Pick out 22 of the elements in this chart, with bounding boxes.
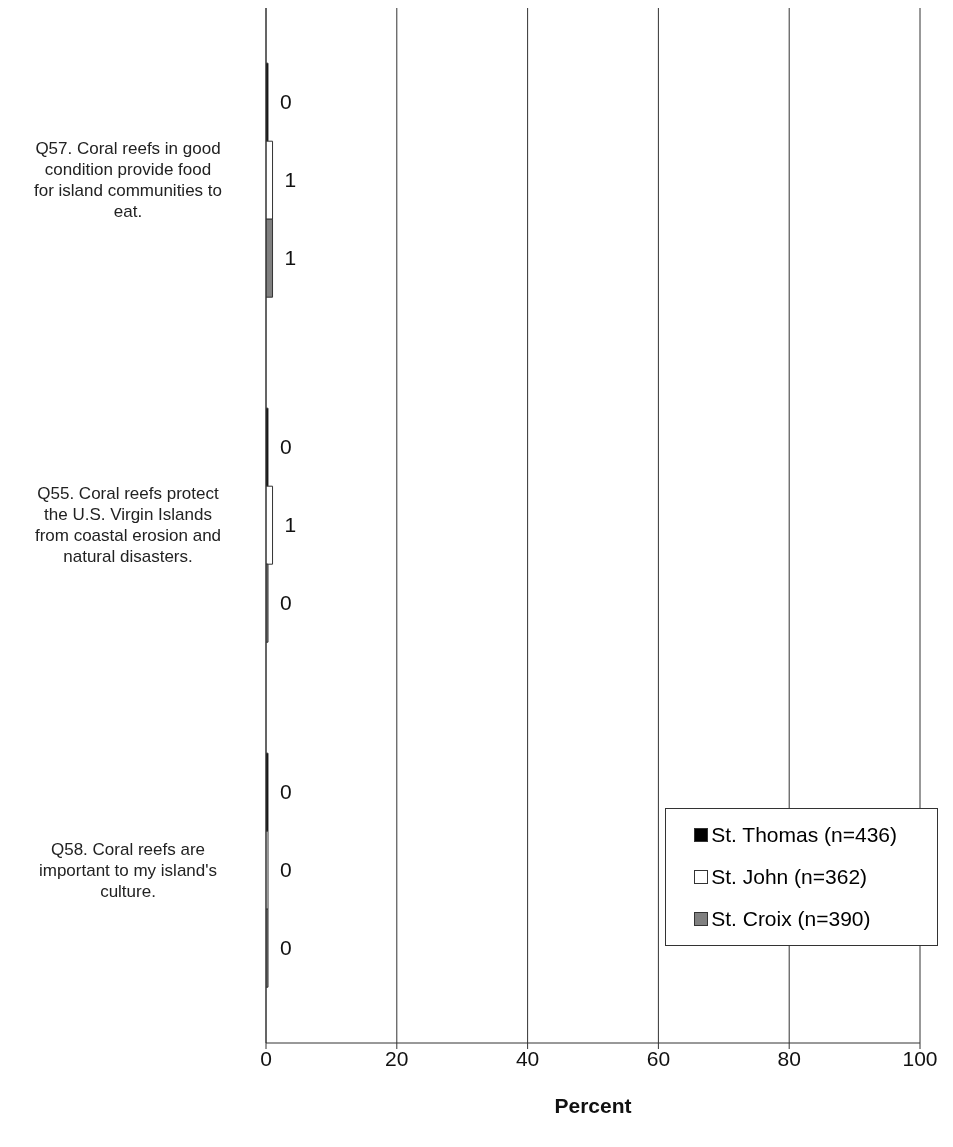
legend-label: St. Croix (n=390) [711,907,871,931]
data-label: 0 [280,780,292,804]
data-label: 1 [284,168,297,192]
y-tick-label: Q55. Coral reefs protect the U.S. Virgin Islands from coastal erosion and natural disasters. [34,484,222,566]
data-label: 0 [280,90,292,114]
y-tick-label: Q57. Coral reefs in good condition provide food for island communities to eat. [33,139,223,221]
legend-label: St. John (n=362) [711,865,868,889]
data-label: 1 [284,246,297,270]
legend-label: St. Thomas (n=436) [711,823,897,847]
x-tick-label: 40 [515,1046,540,1070]
data-label: 0 [280,858,292,882]
x-tick-label: 0 [260,1046,272,1070]
x-axis-title: Percent [554,1094,632,1117]
x-tick-label: 100 [902,1046,938,1070]
x-tick-label: 80 [777,1046,801,1070]
x-tick-label: 20 [385,1046,409,1070]
data-label: 1 [284,513,297,537]
data-label: 0 [280,435,292,459]
x-tick-label: 60 [646,1046,671,1070]
data-label: 0 [280,591,292,615]
y-tick-label: Q58. Coral reefs are important to my island's culture. [38,839,218,901]
data-label: 0 [280,936,292,960]
